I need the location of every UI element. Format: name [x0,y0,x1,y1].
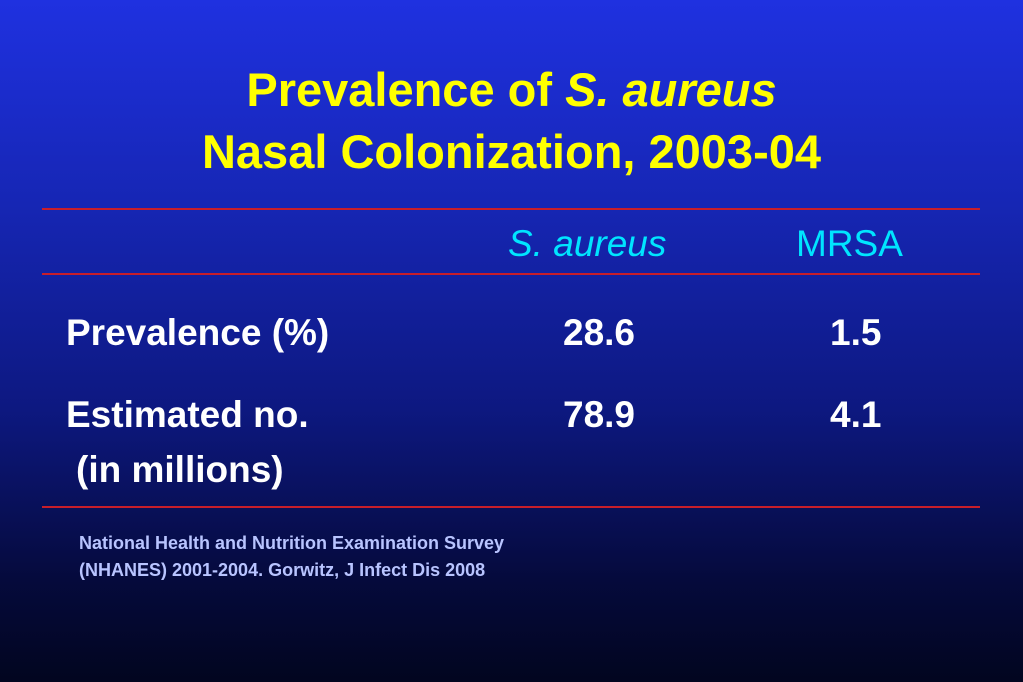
table-top-rule [42,208,980,210]
slide-title-line-2: Nasal Colonization, 2003-04 [201,125,822,178]
cell-prevalence-mrsa: 1.5 [830,312,882,353]
cell-estimated-mrsa: 4.1 [830,394,882,435]
row-label-prevalence: Prevalence (%) [66,312,330,353]
source-citation-line-1: National Health and Nutrition Examinatio… [79,533,505,553]
title-organism: S. aureus [565,63,777,116]
column-header-s-aureus: S. aureus [508,223,667,264]
cell-prevalence-s-aureus: 28.6 [563,312,636,353]
row-label-estimated-number-units: (in millions) [76,449,284,490]
slide-title-line-1: Prevalence of S. aureus [0,62,1023,118]
cell-estimated-s-aureus: 78.9 [563,394,636,435]
title-prefix: Prevalence of [246,63,566,116]
table-bottom-rule [42,506,980,508]
row-label-estimated-number: Estimated no. [66,394,309,435]
column-header-mrsa: MRSA [796,223,903,264]
header-bottom-rule [42,273,980,275]
source-citation-line-2: (NHANES) 2001-2004. Gorwitz, J Infect Di… [79,560,486,580]
